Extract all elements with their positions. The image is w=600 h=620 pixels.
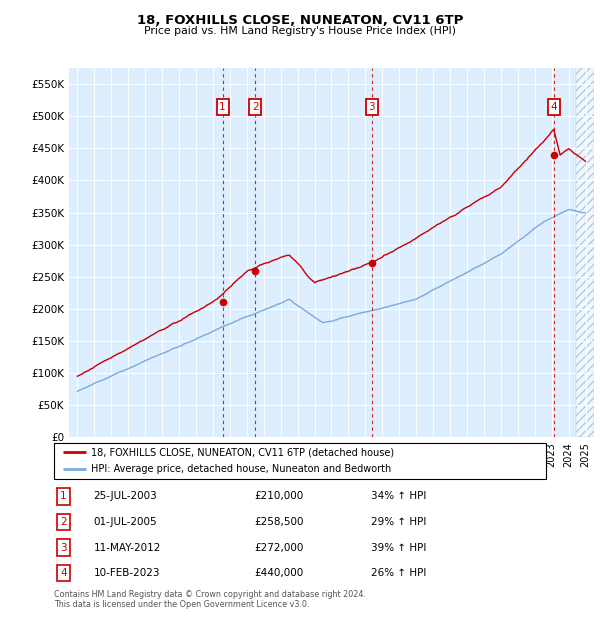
Text: 11-MAY-2012: 11-MAY-2012 xyxy=(94,542,161,552)
Text: £272,000: £272,000 xyxy=(254,542,304,552)
Text: 01-JUL-2005: 01-JUL-2005 xyxy=(94,517,157,527)
Text: 25-JUL-2003: 25-JUL-2003 xyxy=(94,492,157,502)
Text: 1: 1 xyxy=(60,492,67,502)
Text: 18, FOXHILLS CLOSE, NUNEATON, CV11 6TP: 18, FOXHILLS CLOSE, NUNEATON, CV11 6TP xyxy=(137,14,463,27)
Text: £440,000: £440,000 xyxy=(254,568,304,578)
Text: 4: 4 xyxy=(550,102,557,112)
Text: 1: 1 xyxy=(219,102,226,112)
Text: HPI: Average price, detached house, Nuneaton and Bedworth: HPI: Average price, detached house, Nune… xyxy=(91,464,391,474)
Text: £258,500: £258,500 xyxy=(254,517,304,527)
Text: 4: 4 xyxy=(60,568,67,578)
Text: 26% ↑ HPI: 26% ↑ HPI xyxy=(371,568,426,578)
Text: 34% ↑ HPI: 34% ↑ HPI xyxy=(371,492,426,502)
Text: 3: 3 xyxy=(60,542,67,552)
Text: Contains HM Land Registry data © Crown copyright and database right 2024.: Contains HM Land Registry data © Crown c… xyxy=(54,590,366,600)
Text: 29% ↑ HPI: 29% ↑ HPI xyxy=(371,517,426,527)
Text: 18, FOXHILLS CLOSE, NUNEATON, CV11 6TP (detached house): 18, FOXHILLS CLOSE, NUNEATON, CV11 6TP (… xyxy=(91,448,394,458)
Text: £210,000: £210,000 xyxy=(254,492,304,502)
Text: This data is licensed under the Open Government Licence v3.0.: This data is licensed under the Open Gov… xyxy=(54,600,310,609)
Text: 39% ↑ HPI: 39% ↑ HPI xyxy=(371,542,426,552)
Text: 2: 2 xyxy=(60,517,67,527)
Text: 2: 2 xyxy=(252,102,259,112)
Text: 10-FEB-2023: 10-FEB-2023 xyxy=(94,568,160,578)
Text: 3: 3 xyxy=(368,102,375,112)
Text: Price paid vs. HM Land Registry's House Price Index (HPI): Price paid vs. HM Land Registry's House … xyxy=(144,26,456,36)
